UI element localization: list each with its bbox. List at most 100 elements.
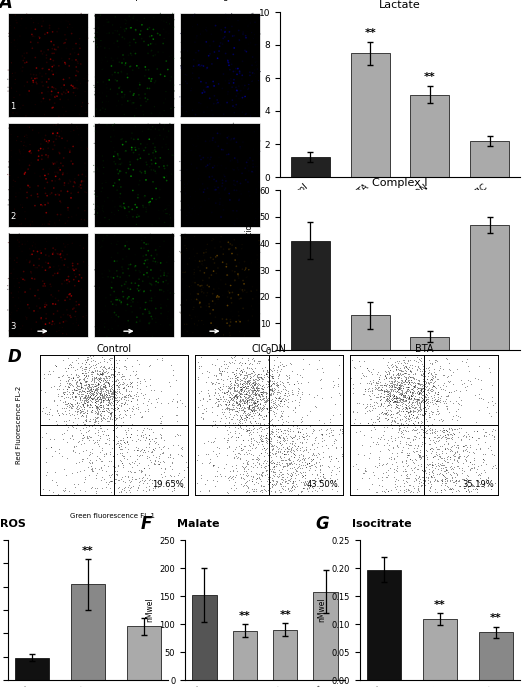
Point [448,472,456,483]
Point [55,381,64,392]
Point [414,484,422,495]
Point [230,382,238,393]
Point [415,470,424,481]
Point [122,58,131,69]
Point [133,154,142,165]
Point [401,371,409,382]
Point [99,63,108,74]
Point [462,455,470,466]
Point [105,448,114,459]
Point [90,199,98,210]
Point [380,397,388,408]
Point [77,381,86,392]
Point [338,427,346,438]
Point [421,371,430,382]
Point [462,432,471,443]
Point [295,474,303,485]
Point [103,14,111,25]
Point [400,431,408,442]
Point [424,386,432,397]
Point [131,370,139,381]
Point [318,451,327,462]
Point [111,387,119,398]
Point [160,236,168,247]
Point [191,208,200,219]
Point [415,486,423,497]
Point [238,74,246,85]
Point [61,37,69,48]
Point [282,454,290,465]
Point [250,369,258,380]
Point [255,437,264,448]
Point [415,353,423,364]
Point [432,449,440,460]
Point [131,48,140,59]
Point [253,59,262,70]
Point [298,386,306,397]
Point [231,243,240,254]
Point [390,390,398,401]
Point [286,455,294,466]
Point [92,104,101,115]
Point [83,142,91,153]
Point [177,60,185,71]
Point [78,385,86,396]
Point [238,394,246,405]
Point [75,299,83,310]
Point [464,365,473,376]
Point [264,379,272,390]
Point [21,131,29,142]
Point [201,24,210,35]
Point [136,407,145,418]
Point [73,75,81,86]
Point [301,459,309,470]
Point [108,352,116,363]
Point [76,378,85,389]
Point [28,31,37,42]
Point [247,388,255,399]
Point [76,395,85,406]
Point [175,79,184,90]
Point [17,273,25,284]
Point [105,362,113,373]
Point [81,313,89,324]
Point [267,388,276,399]
Point [382,394,390,405]
Point [367,401,376,412]
Point [415,382,423,393]
Point [262,369,270,380]
Point [24,9,33,20]
Point [140,444,149,455]
Point [355,473,363,484]
Point [237,472,246,483]
Point [147,76,155,87]
Point [87,481,96,492]
Point [13,305,21,316]
Point [99,382,107,393]
Point [21,203,30,214]
Point [60,387,69,398]
Point [125,243,133,254]
Point [289,461,298,472]
Point [250,416,259,427]
Point [424,398,432,409]
Point [25,302,33,313]
Point [297,486,306,497]
Point [25,243,34,254]
Point [397,428,405,439]
Point [441,473,450,484]
Point [420,424,428,435]
Point [67,420,76,431]
Point [416,481,425,492]
Point [417,410,426,421]
Point [271,394,279,405]
Point [203,239,211,250]
Point [157,302,165,313]
Point [403,461,411,472]
Point [112,387,120,398]
Point [87,482,95,493]
Point [438,463,447,474]
Point [110,98,118,109]
Point [138,411,146,422]
Point [41,134,49,145]
